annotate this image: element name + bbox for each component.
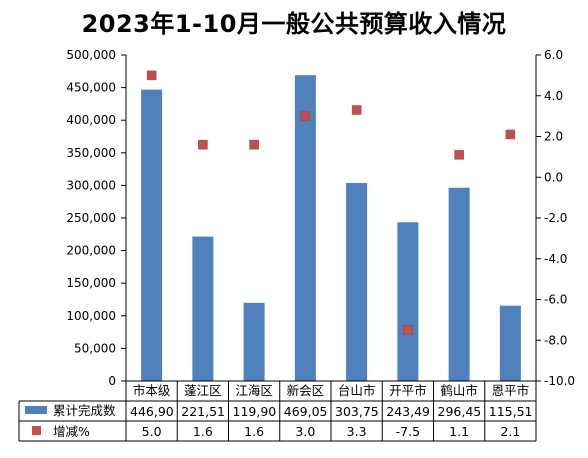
table-pct: 1.6 xyxy=(193,424,213,439)
table-pct: 1.6 xyxy=(244,424,264,439)
pct-marker-1 xyxy=(146,70,157,81)
bar-8 xyxy=(499,305,521,381)
left-tick-label: 200,000 xyxy=(66,244,116,258)
legend-bar-swatch xyxy=(25,406,47,414)
left-tick-label: 150,000 xyxy=(66,276,116,290)
right-tick-label: 2.0 xyxy=(544,130,563,144)
bar-7 xyxy=(448,187,470,381)
left-tick-label: 400,000 xyxy=(66,113,116,127)
pct-marker-7 xyxy=(454,150,464,160)
right-tick-label: 0.0 xyxy=(544,170,563,184)
pct-marker-3 xyxy=(249,139,259,150)
right-tick-label: -2.0 xyxy=(544,211,567,225)
bar-2 xyxy=(192,236,214,381)
pct-marker-5 xyxy=(351,105,362,115)
category-label: 新会区 xyxy=(287,383,325,398)
table-pct: 3.0 xyxy=(295,424,315,439)
table-pct: 1.1 xyxy=(449,424,469,439)
right-tick-label: -6.0 xyxy=(544,293,567,307)
table-value: 243,49 xyxy=(386,404,430,419)
table-value: 446,90 xyxy=(130,404,174,419)
left-tick-label: 0 xyxy=(108,374,116,388)
right-tick-label: -10.0 xyxy=(544,374,575,388)
left-tick-label: 450,000 xyxy=(66,81,116,95)
legend-bar-label: 累计完成数 xyxy=(53,403,116,418)
table-pct: 2.1 xyxy=(500,424,520,439)
category-label: 恩平市 xyxy=(492,383,530,398)
category-label: 开平市 xyxy=(389,383,427,398)
right-tick-label: 4.0 xyxy=(544,89,563,103)
table-value: 296,45 xyxy=(438,404,482,419)
bar-3 xyxy=(243,302,265,381)
table-pct: -7.5 xyxy=(396,424,420,439)
bar-5 xyxy=(346,182,368,381)
chart-title: 2023年1-10月一般公共预算收入情况 xyxy=(81,10,507,38)
table-value: 119,90 xyxy=(233,404,277,419)
table-pct: 5.0 xyxy=(142,424,162,439)
table-value: 469,05 xyxy=(284,404,328,419)
table-value: 221,51 xyxy=(181,404,225,419)
category-label: 江海区 xyxy=(235,383,273,398)
pct-marker-4 xyxy=(300,111,311,121)
left-tick-label: 100,000 xyxy=(66,309,116,323)
right-tick-label: -8.0 xyxy=(544,333,567,347)
legend-pct-swatch xyxy=(32,426,41,435)
table-value: 115,51 xyxy=(489,404,533,419)
category-label: 台山市 xyxy=(338,383,376,398)
pct-marker-6 xyxy=(403,325,413,335)
pct-marker-2 xyxy=(198,139,208,150)
left-tick-label: 350,000 xyxy=(66,146,116,160)
category-label: 蓬江区 xyxy=(184,383,222,398)
category-label: 市本级 xyxy=(133,383,171,398)
pct-marker-8 xyxy=(505,129,516,140)
table-pct: 3.3 xyxy=(347,424,367,439)
legend-pct-label: 增减% xyxy=(53,424,90,439)
right-tick-label: -4.0 xyxy=(544,252,567,266)
bar-1 xyxy=(141,89,163,381)
bar-4 xyxy=(294,75,316,382)
table-value: 303,75 xyxy=(335,404,379,419)
left-tick-label: 300,000 xyxy=(66,178,116,192)
left-tick-label: 500,000 xyxy=(66,48,116,62)
right-tick-label: 6.0 xyxy=(544,48,563,62)
category-label: 鹤山市 xyxy=(440,383,478,398)
left-tick-label: 50,000 xyxy=(74,341,116,355)
left-tick-label: 250,000 xyxy=(66,211,116,225)
bar-6 xyxy=(397,222,419,381)
